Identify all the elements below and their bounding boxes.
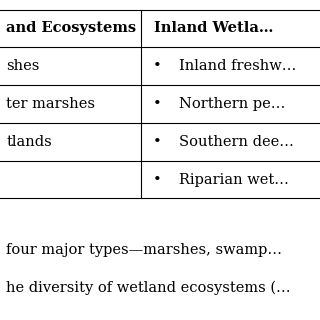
Text: Riparian wet…: Riparian wet… bbox=[179, 172, 289, 187]
Text: he diversity of wetland ecosystems (…: he diversity of wetland ecosystems (… bbox=[6, 281, 291, 295]
Text: Inland freshw…: Inland freshw… bbox=[179, 59, 297, 73]
Text: Southern dee…: Southern dee… bbox=[179, 135, 294, 149]
Text: •: • bbox=[152, 135, 161, 149]
Text: •: • bbox=[152, 97, 161, 111]
Text: Inland Wetla…: Inland Wetla… bbox=[154, 21, 273, 36]
Text: four major types—marshes, swamp…: four major types—marshes, swamp… bbox=[6, 243, 282, 257]
Text: ter marshes: ter marshes bbox=[6, 97, 95, 111]
Text: Northern pe…: Northern pe… bbox=[179, 97, 285, 111]
Text: shes: shes bbox=[6, 59, 40, 73]
Text: •: • bbox=[152, 172, 161, 187]
Text: •: • bbox=[152, 59, 161, 73]
Text: tlands: tlands bbox=[6, 135, 52, 149]
Text: and Ecosystems: and Ecosystems bbox=[6, 21, 137, 36]
